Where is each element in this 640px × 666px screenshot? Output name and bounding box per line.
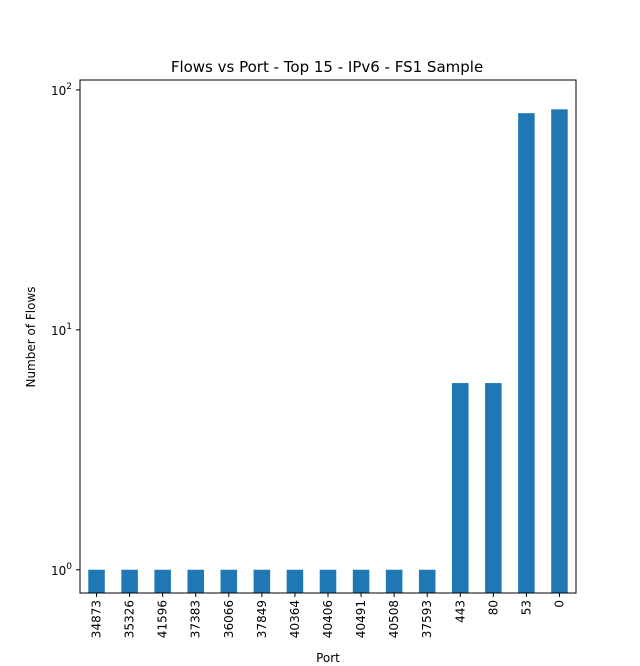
bar-34873	[88, 569, 105, 593]
bar-40508	[385, 569, 403, 593]
x-tick-label: 0	[552, 600, 566, 608]
bar-37593	[418, 569, 436, 593]
bar-80	[485, 383, 502, 593]
x-tick-label: 37383	[189, 600, 203, 638]
x-tick-label: 40508	[387, 600, 401, 638]
y-axis-title: Number of Flows	[24, 286, 38, 387]
bar-37849	[253, 569, 271, 593]
x-tick-label: 35326	[123, 600, 137, 638]
x-tick-label: 41596	[156, 600, 170, 638]
bar-41596	[154, 569, 171, 593]
bar-40406	[319, 569, 337, 593]
bar-37383	[187, 569, 204, 593]
x-axis-title: Port	[316, 651, 340, 665]
bar-443	[452, 383, 469, 593]
bar-35326	[121, 569, 138, 593]
x-tick-label: 37593	[420, 600, 434, 638]
plot-frame	[79, 79, 577, 594]
x-tick-label: 40491	[354, 600, 368, 638]
bar-40491	[352, 569, 370, 593]
x-tick-label: 40406	[321, 600, 335, 638]
y-tick-label: 102	[51, 82, 72, 98]
x-tick-label: 53	[519, 600, 533, 615]
x-tick-label: 37849	[255, 600, 269, 638]
x-tick-label: 36066	[222, 600, 236, 638]
y-axis-ticks: 100 101 102	[51, 82, 80, 578]
bar-53	[518, 113, 535, 594]
x-axis-ticks: 34873 35326 41596 37383 36066 37849 40364 40406…	[90, 593, 566, 638]
x-tick-label: 443	[453, 600, 467, 623]
y-tick-label: 100	[51, 562, 72, 578]
bar-0	[551, 109, 568, 593]
x-tick-label: 40364	[288, 600, 302, 638]
y-tick-label: 101	[51, 322, 72, 338]
x-tick-label: 34873	[90, 600, 104, 638]
x-tick-label: 80	[486, 600, 500, 615]
bar-36066	[220, 569, 238, 593]
bar-40364	[286, 569, 304, 593]
bars-group	[88, 109, 568, 594]
chart-title: Flows vs Port - Top 15 - IPv6 - FS1 Samp…	[171, 58, 483, 76]
